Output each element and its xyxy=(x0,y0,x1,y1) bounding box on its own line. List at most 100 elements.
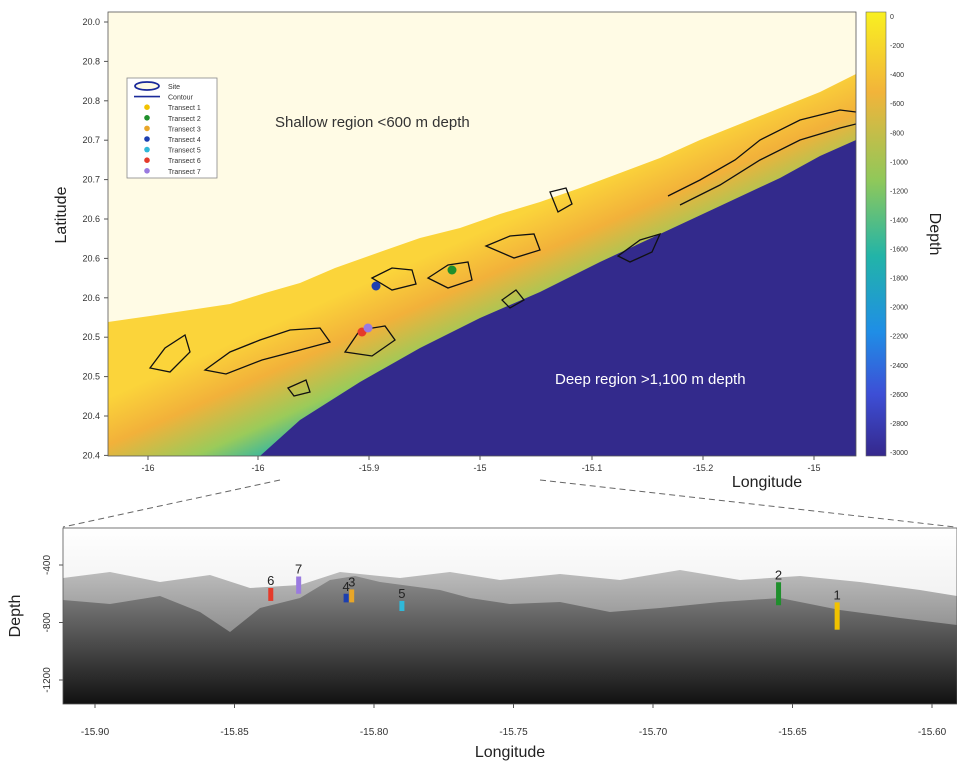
colorbar-tick-label: 0 xyxy=(890,14,894,21)
legend-swatch xyxy=(144,157,150,163)
colorbar: 0 -200 -400 -600 -800 -1000 -1200 -1400 -1600 -18… xyxy=(865,11,943,457)
legend-swatch xyxy=(134,81,160,91)
xs-xlabel: Longitude xyxy=(475,744,545,761)
transect-6-bar xyxy=(268,588,274,601)
zoom-connectors xyxy=(62,479,956,528)
map-panel: Shallow region <600 m depth Deep region … xyxy=(108,12,856,456)
colorbar-tick-label: -1800 xyxy=(890,276,908,283)
map-x-tick-label: -15 xyxy=(473,463,486,473)
cross-section-panel: 1 2 34 5 6 7 xyxy=(63,528,957,704)
transect-3-bar xyxy=(349,589,355,603)
legend-swatch xyxy=(144,168,150,174)
map-x-tick-label: -15.1 xyxy=(582,463,603,473)
colorbar-tick-label: -1200 xyxy=(890,188,908,195)
transect-5-label: 5 xyxy=(398,586,405,601)
map-xlabel: Longitude xyxy=(732,474,802,491)
legend-label: Transect 3 xyxy=(168,126,201,133)
xs-x-tick-label: -15.75 xyxy=(499,727,528,738)
legend-swatch xyxy=(144,146,150,153)
legend-label: Transect 4 xyxy=(168,137,201,144)
deep-region-fill xyxy=(260,140,856,456)
xs-y-tick-label: -800 xyxy=(42,612,53,632)
colorbar-tick-label: -800 xyxy=(890,130,904,137)
map-y-tick-label: 20.7 xyxy=(82,135,100,145)
transect-7-bar xyxy=(296,576,302,594)
legend-label: Transect 7 xyxy=(168,169,201,176)
map-y-tick-label: 20.4 xyxy=(82,411,100,421)
xs-y-ticks: -400 -800 -1200 xyxy=(42,555,63,693)
colorbar-gradient xyxy=(865,11,887,457)
map-y-tick-label: 20.6 xyxy=(82,253,100,263)
map-y-tick-label: 20.6 xyxy=(82,293,100,303)
cross-section-axes: -15.90 -15.85 -15.80 -15.75 -15.70 -15.65 -15.… xyxy=(7,555,947,761)
map-x-tick-label: -16 xyxy=(141,463,154,473)
xs-x-tick-label: -15.65 xyxy=(778,727,807,738)
map-legend: Site Contour Transect 1 Transect 2 Transect … xyxy=(126,77,218,179)
xs-x-tick-label: -15.90 xyxy=(81,727,110,738)
legend-label: Transect 1 xyxy=(168,105,201,112)
transect-6-label: 6 xyxy=(267,573,274,588)
colorbar-tick-label: -1400 xyxy=(890,217,908,224)
map-y-tick-label: 20.4 xyxy=(82,450,100,460)
transect-3-label: 3 xyxy=(348,574,355,589)
colorbar-tick-label: -2000 xyxy=(890,305,908,312)
map-frame xyxy=(107,11,857,457)
colorbar-tick-label: -2200 xyxy=(890,334,908,341)
xs-x-tick-label: -15.80 xyxy=(360,727,389,738)
colorbar-tick-label: -600 xyxy=(890,101,904,108)
map-y-ticks: 20.0 20.8 20.8 20.7 20.7 20.6 20.6 20.6 20.5 20.5… xyxy=(82,17,108,460)
map-y-tick-label: 20.0 xyxy=(82,17,100,27)
xs-x-tick-label: -15.60 xyxy=(918,727,947,738)
contour-lines xyxy=(148,109,856,397)
legend-label: Transect 6 xyxy=(168,158,201,165)
colorbar-label: Depth xyxy=(926,213,943,256)
legend-label: Transect 5 xyxy=(168,148,201,155)
map-x-tick-label: -16 xyxy=(251,463,264,473)
map-site-transect-7 xyxy=(363,323,373,333)
xs-y-tick-label: -1200 xyxy=(42,667,53,693)
map-y-tick-label: 20.5 xyxy=(82,372,100,382)
xs-x-tick-label: -15.85 xyxy=(220,727,249,738)
legend-swatch xyxy=(144,125,150,132)
transect-7-label: 7 xyxy=(295,562,302,577)
map-x-tick-label: -15 xyxy=(807,463,820,473)
transect-1-label: 1 xyxy=(834,587,841,602)
xs-x-ticks: -15.90 -15.85 -15.80 -15.75 -15.70 -15.65 -15.… xyxy=(81,704,947,738)
colorbar-tick-label: -400 xyxy=(890,72,904,79)
map-y-tick-label: 20.6 xyxy=(82,214,100,224)
map-y-tick-label: 20.7 xyxy=(82,175,100,185)
map-x-ticks: -16 -16 -15.9 -15 -15.1 -15.2 -15 xyxy=(141,456,821,473)
legend-swatch xyxy=(144,115,150,121)
legend-swatch xyxy=(144,136,150,142)
map-site-markers xyxy=(357,265,457,337)
map-ylabel: Latitude xyxy=(53,186,70,243)
annotation-deep: Deep region >1,100 m depth xyxy=(555,371,746,388)
cross-section-frame xyxy=(62,527,957,705)
map-x-tick-label: -15.9 xyxy=(359,463,380,473)
transect-4-label: 4 xyxy=(342,579,349,594)
legend-label: Transect 2 xyxy=(168,116,201,123)
map-y-tick-label: 20.8 xyxy=(82,96,100,106)
map-y-tick-label: 20.8 xyxy=(82,56,100,66)
map-site-transect-4 xyxy=(371,281,381,291)
xs-x-tick-label: -15.70 xyxy=(639,727,668,738)
colorbar-tick-label: -200 xyxy=(890,43,904,50)
colorbar-tick-label: -1600 xyxy=(890,247,908,254)
map-y-tick-label: 20.5 xyxy=(82,332,100,342)
transect-2-bar xyxy=(776,582,782,606)
transect-5-bar xyxy=(399,600,405,611)
legend-label: Contour xyxy=(168,95,194,102)
map-x-tick-label: -15.2 xyxy=(693,463,714,473)
colorbar-tick-label: -2800 xyxy=(890,421,908,428)
transect-1-bar xyxy=(834,602,840,630)
colorbar-ticks: 0 -200 -400 -600 -800 -1000 -1200 -1400 -1600 -18… xyxy=(890,14,908,457)
map-site-transect-2 xyxy=(447,265,457,275)
transect-4-bar xyxy=(343,593,349,603)
colorbar-tick-label: -1000 xyxy=(890,159,908,166)
seafloor-profile xyxy=(63,576,957,704)
legend-label: Site xyxy=(168,84,180,91)
colorbar-tick-label: -2600 xyxy=(890,392,908,399)
transect-markers: 1 2 34 5 6 7 xyxy=(267,562,841,630)
legend-swatch xyxy=(144,104,150,110)
